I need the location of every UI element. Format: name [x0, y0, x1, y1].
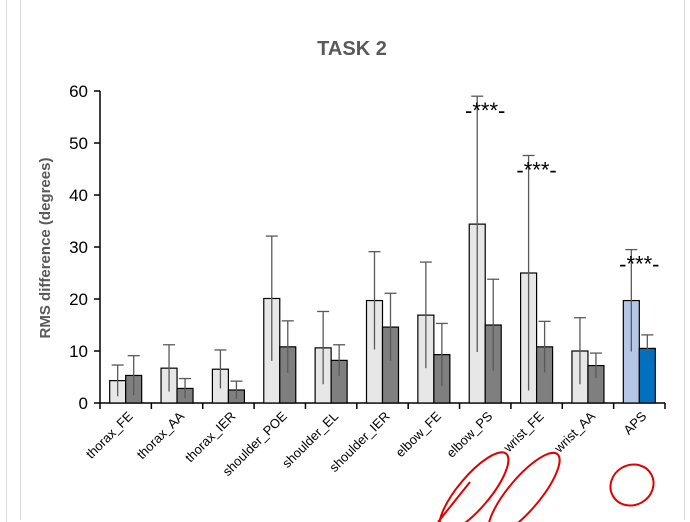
y-tick-label: 50: [69, 134, 88, 153]
x-tick-label: wrist_AA: [550, 408, 598, 456]
adjacent-panel-edge: [0, 0, 7, 522]
y-tick-label: 20: [69, 290, 88, 309]
y-tick-label: 30: [69, 238, 88, 257]
y-tick-label: 10: [69, 342, 88, 361]
x-tick-label: thorax_FE: [83, 408, 136, 461]
red-circle-mark: [438, 451, 510, 522]
chart-title: TASK 2: [317, 38, 387, 60]
significance-label: -***-: [465, 98, 505, 123]
red-stroke-mark: [437, 481, 471, 522]
chart-frame: [20, 0, 685, 520]
y-axis-label: RMS difference (degrees): [37, 158, 54, 339]
y-tick-label: 40: [69, 186, 88, 205]
chart-marks: 0102030405060thorax_FEthorax_AAthorax_IE…: [69, 82, 666, 522]
x-tick-label: APS: [620, 408, 649, 437]
red-circle-mark: [609, 463, 655, 507]
x-tick-label: wrist_FE: [500, 408, 547, 455]
y-tick-label: 60: [69, 82, 88, 101]
x-tick-label: thorax_AA: [134, 408, 188, 462]
x-tick-label: elbow_FE: [392, 408, 444, 460]
x-tick-label: elbow_PS: [443, 408, 495, 460]
significance-label: -***-: [516, 157, 556, 182]
significance-label: -***-: [619, 252, 659, 277]
y-tick-label: 0: [79, 394, 88, 413]
red-circle-mark: [487, 451, 561, 522]
